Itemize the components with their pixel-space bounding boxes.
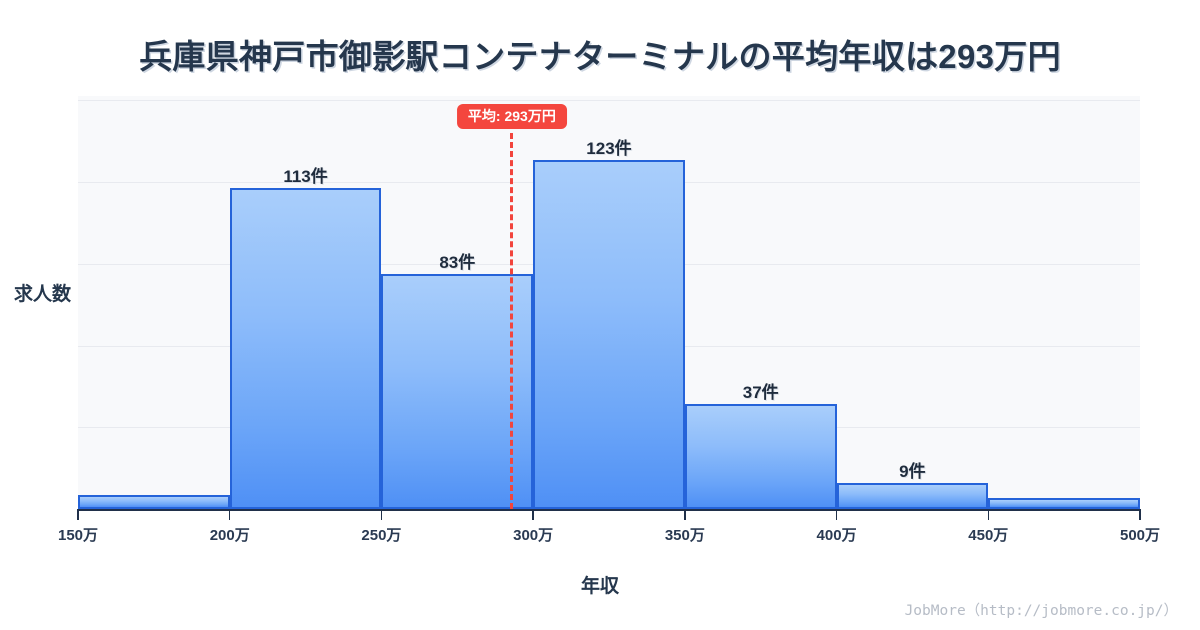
average-line [510,133,514,509]
histogram-bar [381,273,534,509]
x-axis-tick [835,509,838,520]
x-axis-tick-label: 500万 [1119,527,1161,544]
x-axis-tick [228,509,231,520]
gridline [78,100,1140,101]
bar-value-label: 9件 [899,462,926,482]
page-title: 兵庫県神戸市御影駅コンテナターミナルの平均年収は293万円 [139,38,1061,75]
x-axis-tick-label: 350万 [664,527,705,544]
x-axis-title: 年収 [580,576,619,597]
footer-credit: JobMore（http://jobmore.co.jp/） [904,603,1178,619]
x-axis-tick-label: 250万 [361,527,402,544]
x-axis-tick-label: 400万 [816,527,857,544]
x-axis-tick [684,509,686,520]
histogram-bar [78,494,230,509]
histogram-bar [988,497,1140,509]
x-axis-tick [1139,509,1141,520]
average-badge: 平均: 293万円 [456,104,567,130]
x-axis-tick [987,509,990,520]
y-axis-title: 求人数 [14,284,72,305]
histogram-bar [684,404,837,509]
x-axis-tick [532,509,534,520]
bar-value-label: 123件 [586,139,632,159]
x-axis-tick-label: 200万 [209,527,250,544]
histogram-bar [533,160,685,509]
x-axis-baseline [78,509,1140,511]
x-axis-tick-label: 150万 [57,527,99,544]
bar-value-label: 37件 [742,383,779,403]
x-axis-tick-label: 450万 [968,527,1009,544]
x-axis-tick-label: 300万 [513,527,554,544]
x-axis-tick [380,509,383,520]
bar-value-label: 83件 [439,252,476,272]
histogram-bar [836,483,989,509]
bar-value-label: 113件 [283,167,328,187]
x-axis-tick [77,509,79,520]
histogram-bar [229,188,382,509]
